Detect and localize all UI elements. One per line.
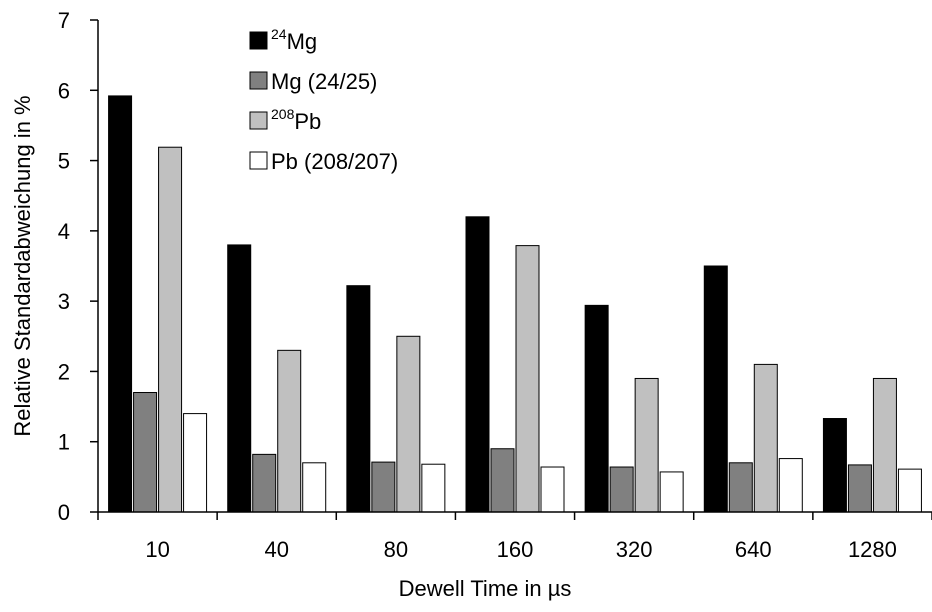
y-tick-label: 1 <box>58 430 70 455</box>
legend-label: 208Pb <box>271 106 321 134</box>
axes-layer: 0 1 2 3 4 5 6 7 10 40 80 160 320 640 1280 <box>58 8 932 562</box>
legend-swatch <box>249 31 268 50</box>
x-axis-title: Dewell Time in µs <box>399 576 572 601</box>
bar-pb-208-207--640 <box>778 458 803 513</box>
y-tick-label: 3 <box>58 289 70 314</box>
bar-pb-208-207--320 <box>659 471 684 513</box>
bar-pb-320 <box>634 377 659 513</box>
bar-mg-1280 <box>822 418 847 513</box>
bar-pb-80 <box>396 335 421 513</box>
y-tick-label: 7 <box>58 8 70 33</box>
bar-mg-40 <box>227 244 252 513</box>
bar-mg-640 <box>703 265 728 513</box>
y-tick-label: 0 <box>58 500 70 525</box>
bar-mg-24-25--320 <box>609 466 634 513</box>
x-tick-label: 320 <box>616 537 653 562</box>
bar-pb-10 <box>158 146 183 513</box>
legend-swatch <box>249 71 268 90</box>
x-tick-label: 1280 <box>848 537 897 562</box>
bar-mg-24-25--1280 <box>847 464 872 513</box>
bar-mg-160 <box>465 216 490 513</box>
bar-mg-24-25--640 <box>728 462 753 513</box>
legend-swatch <box>249 111 268 130</box>
bar-mg-24-25--40 <box>252 453 277 513</box>
bars-layer <box>108 95 922 513</box>
bar-mg-10 <box>108 95 133 513</box>
x-tick-label: 10 <box>145 537 169 562</box>
legend-swatch <box>249 151 268 170</box>
y-tick-label: 5 <box>58 149 70 174</box>
bar-pb-208-207--40 <box>302 462 327 513</box>
legend-label: Pb (208/207) <box>271 149 398 174</box>
bar-pb-208-207--10 <box>183 413 208 513</box>
y-axis-title: Relative Standardabweichung in % <box>10 95 35 436</box>
bar-mg-320 <box>584 304 609 513</box>
bar-pb-1280 <box>872 377 897 513</box>
bar-mg-24-25--160 <box>490 448 515 513</box>
bar-mg-80 <box>346 285 371 513</box>
x-tick-label: 160 <box>497 537 534 562</box>
y-tick-label: 4 <box>58 219 70 244</box>
x-tick-label: 80 <box>384 537 408 562</box>
legend-label: Mg (24/25) <box>271 69 377 94</box>
x-tick-label: 40 <box>264 537 288 562</box>
y-tick-label: 2 <box>58 359 70 384</box>
x-tick-label: 640 <box>735 537 772 562</box>
y-tick-label: 6 <box>58 78 70 103</box>
bar-pb-208-207--80 <box>421 463 446 513</box>
bar-pb-160 <box>515 245 540 513</box>
bar-pb-208-207--160 <box>540 466 565 513</box>
legend-label: 24Mg <box>271 26 317 54</box>
legend: 24Mg Mg (24/25) 208Pb Pb (208/207) <box>249 26 398 174</box>
bar-mg-24-25--80 <box>371 461 396 513</box>
bar-pb-208-207--1280 <box>897 468 922 513</box>
bar-pb-640 <box>753 363 778 513</box>
bar-mg-24-25--10 <box>133 392 158 513</box>
bar-pb-40 <box>277 349 302 513</box>
